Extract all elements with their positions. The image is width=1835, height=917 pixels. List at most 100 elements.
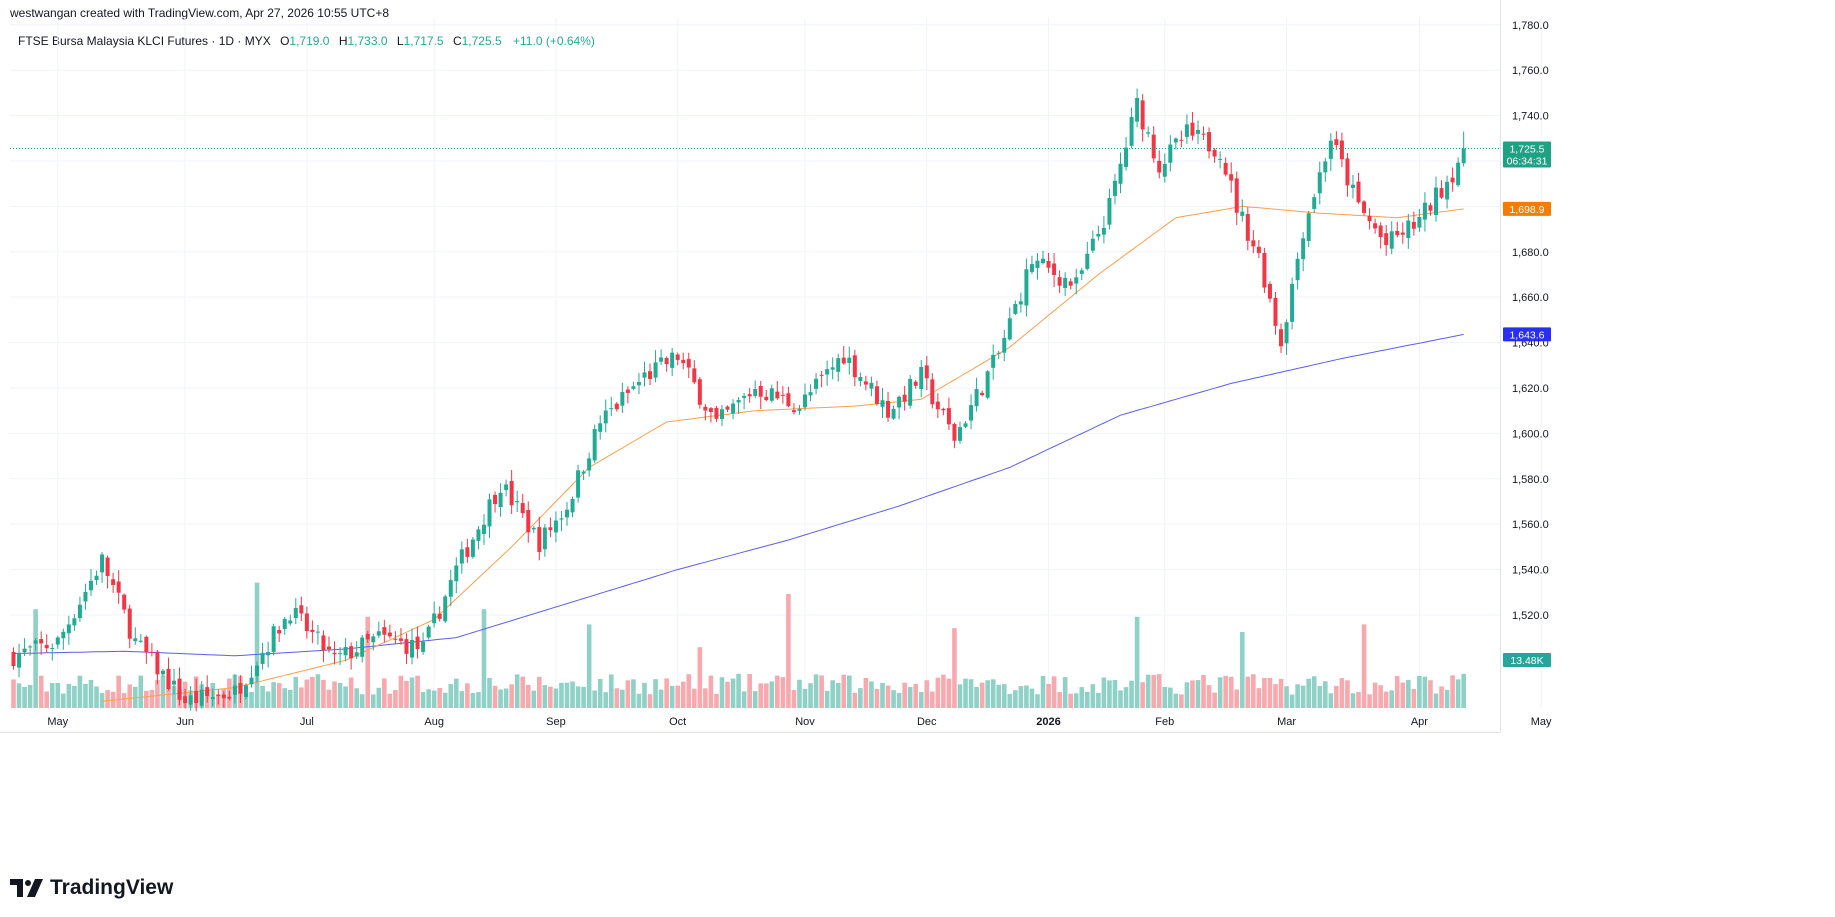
- candle-body: [1433, 187, 1438, 215]
- candle-body: [504, 484, 509, 490]
- volume-bar: [1317, 685, 1323, 708]
- volume-bar: [553, 688, 559, 708]
- candle-body: [160, 670, 165, 675]
- candle-body: [1461, 148, 1466, 164]
- volume-bar: [144, 690, 149, 708]
- candle-body: [1112, 180, 1117, 196]
- candle-body: [1439, 188, 1444, 198]
- volume-bar: [1096, 692, 1101, 708]
- candle-body: [1450, 177, 1455, 183]
- candle-body: [625, 389, 630, 393]
- ma-slow-badge: 1,643.6: [1503, 327, 1551, 342]
- volume-bar: [1300, 685, 1306, 708]
- candle-body: [332, 652, 337, 655]
- symbol-name[interactable]: FTSE Bursa Malaysia KLCI Futures · 1D · …: [18, 34, 271, 48]
- volume-bar: [1040, 676, 1046, 708]
- volume-bar: [1057, 692, 1062, 708]
- ma-slow-badge-bg: [1503, 327, 1551, 342]
- volume-bar: [365, 616, 371, 708]
- volume-bar: [431, 690, 437, 708]
- volume-bar: [1101, 677, 1107, 708]
- volume-bar: [1289, 694, 1295, 708]
- candle-body: [199, 689, 204, 706]
- candle-body: [454, 565, 459, 582]
- volume-bar: [105, 690, 110, 708]
- volume-bar: [918, 692, 924, 708]
- candle-body: [321, 635, 326, 651]
- volume-bar: [149, 690, 155, 708]
- candle-body: [349, 646, 354, 659]
- y-tick-label: 1,660.0: [1512, 292, 1549, 304]
- volume-bar: [714, 693, 719, 708]
- volume-bar: [276, 683, 282, 708]
- volume-bar: [957, 684, 963, 708]
- candle-body: [791, 410, 796, 413]
- volume-bar: [332, 681, 337, 708]
- volume-bar: [686, 674, 692, 708]
- candle-body: [1190, 122, 1195, 136]
- candle-body: [847, 357, 852, 364]
- volume-bar: [1217, 677, 1223, 708]
- candle-body: [1124, 147, 1129, 167]
- candle-body: [1251, 240, 1256, 247]
- volume-bar: [1007, 693, 1013, 708]
- volume-bar: [1411, 689, 1417, 708]
- candle-body: [410, 639, 415, 658]
- volume-bar: [608, 674, 614, 708]
- volume-bar: [1018, 686, 1024, 708]
- volume-bar: [1439, 686, 1444, 708]
- volume-bar: [1433, 693, 1439, 708]
- candle-body: [299, 605, 304, 614]
- x-tick-label: Jul: [300, 716, 314, 728]
- candle-body: [1223, 162, 1228, 175]
- candle-body: [1234, 178, 1239, 213]
- candle-body: [1411, 221, 1416, 229]
- volume-bar: [1389, 690, 1395, 708]
- volume-bar: [830, 680, 835, 708]
- volume-bar: [49, 683, 55, 708]
- volume-bar: [1273, 684, 1278, 708]
- candle-body: [1101, 227, 1106, 235]
- candle-body: [880, 400, 885, 407]
- candle-body: [1400, 232, 1405, 235]
- volume-bar: [930, 691, 935, 708]
- grid-lines: [10, 18, 1542, 708]
- volume-bar: [1151, 674, 1157, 708]
- candle-body: [1151, 134, 1156, 159]
- candle-body: [642, 372, 647, 378]
- candle-body: [836, 358, 841, 372]
- y-tick-label: 1,740.0: [1512, 111, 1549, 123]
- candle-body: [548, 527, 553, 531]
- volume-bar: [94, 686, 99, 708]
- candle-body: [963, 423, 968, 427]
- candle-body: [1306, 213, 1311, 241]
- candle-body: [1229, 174, 1234, 181]
- x-tick-label: Jun: [176, 716, 194, 728]
- candle-body: [481, 524, 486, 534]
- volume-bar: [299, 687, 304, 708]
- candle-body: [1195, 130, 1200, 134]
- candle-body: [1389, 231, 1394, 249]
- volume-bar: [343, 686, 348, 708]
- volume-bar: [537, 676, 542, 708]
- volume-bar: [963, 678, 968, 708]
- volume-bar: [116, 675, 121, 708]
- candle-body: [526, 509, 531, 533]
- volume-bar: [1179, 694, 1184, 708]
- candle-body: [725, 406, 730, 410]
- volume-bar: [1129, 680, 1134, 708]
- candle-body: [1245, 214, 1250, 241]
- candle-body: [1350, 184, 1355, 188]
- volume-bar: [243, 692, 249, 708]
- candle-body: [1367, 216, 1372, 222]
- volume-bar: [952, 628, 957, 708]
- candle-body: [935, 401, 940, 410]
- volume-bars: [11, 582, 1466, 708]
- volume-bar: [1001, 684, 1007, 708]
- candle-body: [459, 549, 464, 564]
- volume-bar: [310, 677, 315, 708]
- candle-body: [1107, 197, 1112, 225]
- candle-body: [1024, 269, 1029, 306]
- volume-bar: [282, 688, 288, 708]
